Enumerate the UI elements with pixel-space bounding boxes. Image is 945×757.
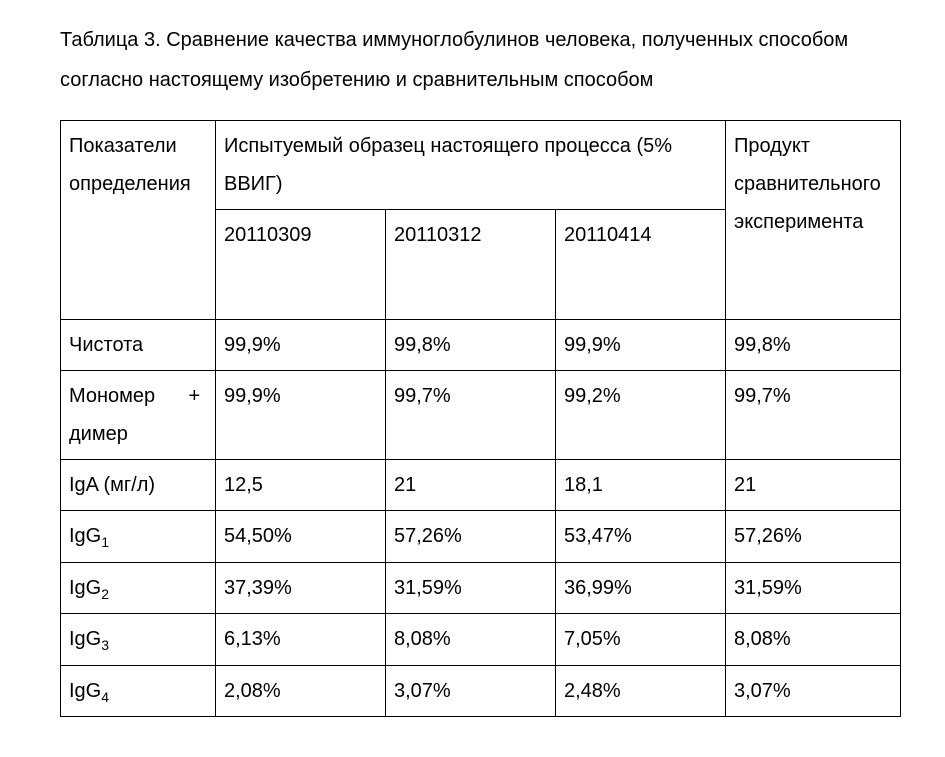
cell-value: 12,5 [216, 460, 386, 511]
table-caption: Таблица 3. Сравнение качества иммуноглоб… [60, 20, 905, 100]
cell-value: 21 [386, 460, 556, 511]
cell-value: 36,99% [556, 562, 726, 614]
cell-value: 99,9% [556, 320, 726, 371]
cell-param: IgG3 [61, 614, 216, 666]
cell-param: IgG1 [61, 511, 216, 563]
header-col-1: 20110309 [216, 210, 386, 320]
cell-value: 54,50% [216, 511, 386, 563]
cell-value: 31,59% [726, 562, 901, 614]
cell-param: IgG2 [61, 562, 216, 614]
cell-value: 7,05% [556, 614, 726, 666]
table-row: IgG4 2,08% 3,07% 2,48% 3,07% [61, 665, 901, 717]
cell-value: 99,7% [386, 371, 556, 460]
comparison-table: Показатели определения Испытуемый образе… [60, 120, 901, 717]
page: Таблица 3. Сравнение качества иммуноглоб… [0, 0, 945, 757]
cell-value: 8,08% [726, 614, 901, 666]
table-row: IgG2 37,39% 31,59% 36,99% 31,59% [61, 562, 901, 614]
cell-value: 99,8% [726, 320, 901, 371]
cell-value: 99,9% [216, 371, 386, 460]
table-row: Мономер +димер 99,9% 99,7% 99,2% 99,7% [61, 371, 901, 460]
cell-value: 21 [726, 460, 901, 511]
cell-value: 8,08% [386, 614, 556, 666]
cell-value: 57,26% [726, 511, 901, 563]
table-header-row-1: Показатели определения Испытуемый образе… [61, 121, 901, 210]
cell-value: 6,13% [216, 614, 386, 666]
cell-value: 3,07% [386, 665, 556, 717]
cell-param: Чистота [61, 320, 216, 371]
cell-value: 2,48% [556, 665, 726, 717]
cell-param: IgG4 [61, 665, 216, 717]
cell-value: 99,7% [726, 371, 901, 460]
header-sample-group: Испытуемый образец настоящего процесса (… [216, 121, 726, 210]
cell-value: 18,1 [556, 460, 726, 511]
cell-param: IgA (мг/л) [61, 460, 216, 511]
cell-value: 99,2% [556, 371, 726, 460]
table-row: IgG3 6,13% 8,08% 7,05% 8,08% [61, 614, 901, 666]
cell-param: Мономер +димер [61, 371, 216, 460]
cell-value: 99,8% [386, 320, 556, 371]
table-row: Чистота 99,9% 99,8% 99,9% 99,8% [61, 320, 901, 371]
cell-value: 31,59% [386, 562, 556, 614]
table-row: IgG1 54,50% 57,26% 53,47% 57,26% [61, 511, 901, 563]
table-row: IgA (мг/л) 12,5 21 18,1 21 [61, 460, 901, 511]
header-compare: Продукт сравнительного эксперимента [726, 121, 901, 320]
header-parameter: Показатели определения [61, 121, 216, 320]
cell-value: 57,26% [386, 511, 556, 563]
cell-value: 2,08% [216, 665, 386, 717]
cell-value: 99,9% [216, 320, 386, 371]
cell-value: 53,47% [556, 511, 726, 563]
header-col-2: 20110312 [386, 210, 556, 320]
cell-value: 3,07% [726, 665, 901, 717]
header-col-3: 20110414 [556, 210, 726, 320]
cell-value: 37,39% [216, 562, 386, 614]
